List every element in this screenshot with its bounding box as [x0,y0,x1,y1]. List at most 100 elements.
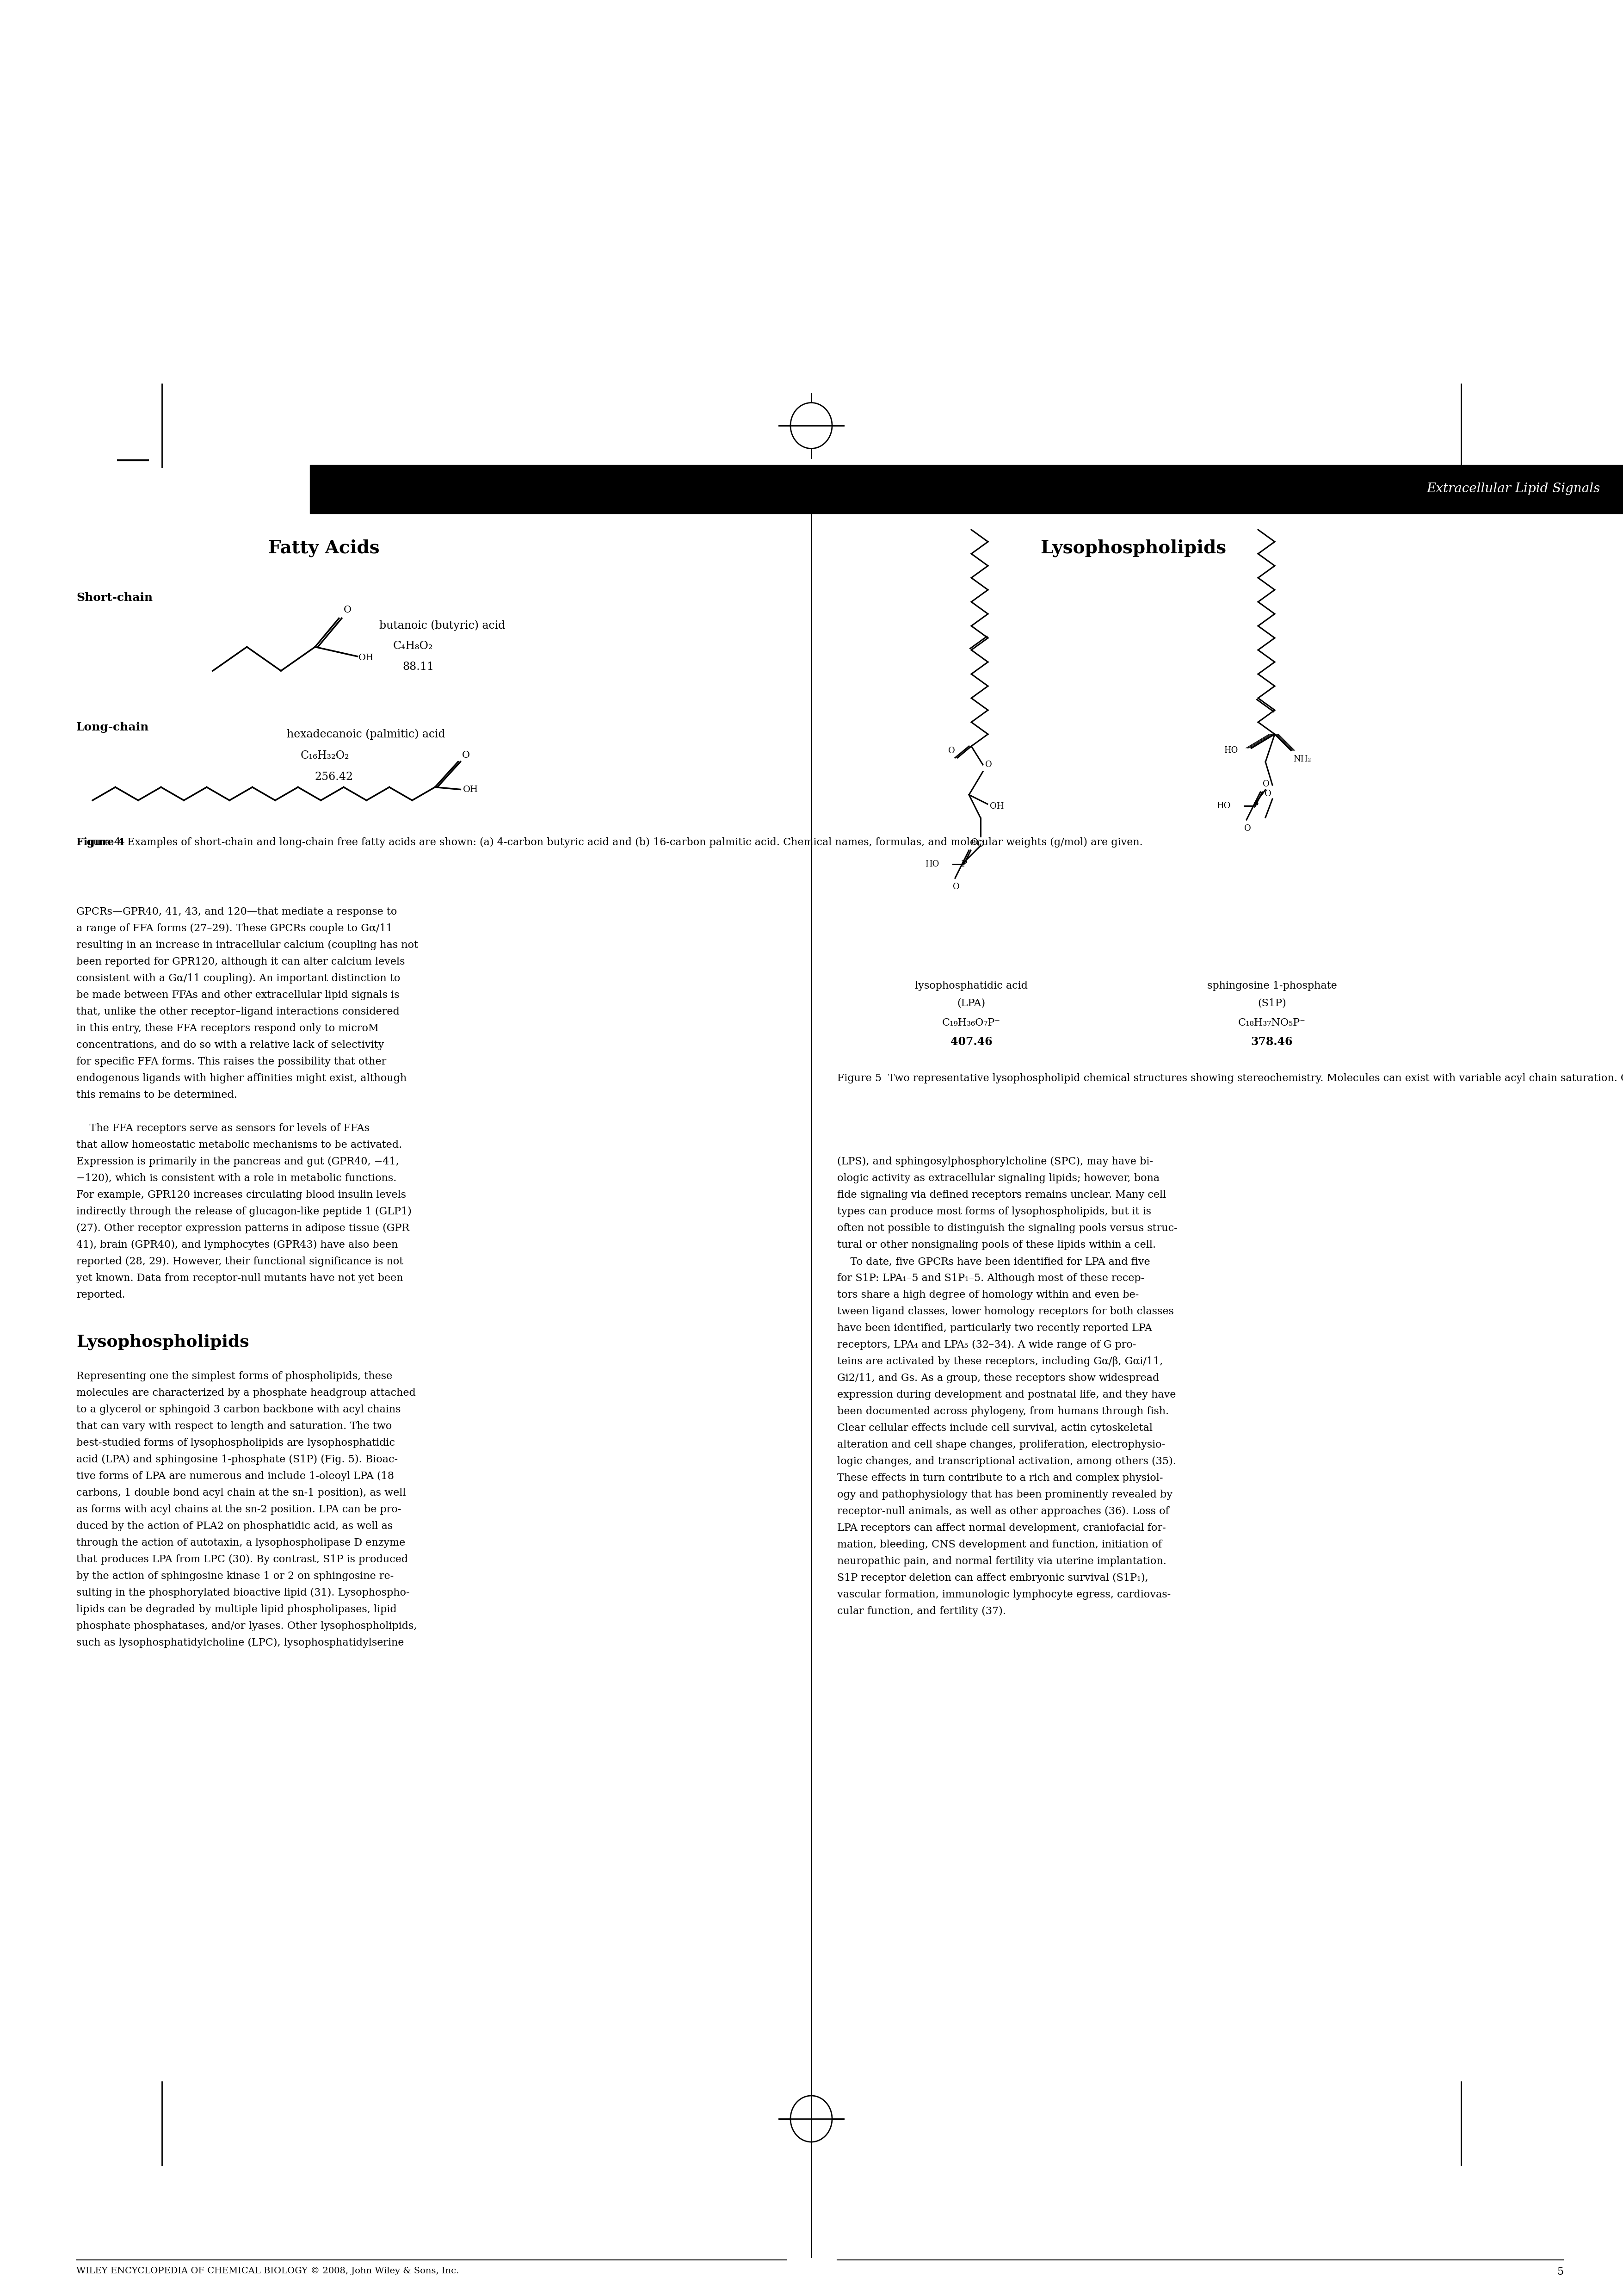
Text: (S1P): (S1P) [1258,999,1285,1008]
Text: HO: HO [1224,746,1238,755]
Text: mation, bleeding, CNS development and function, initiation of: mation, bleeding, CNS development and fu… [837,1541,1162,1550]
Text: lysophosphatidic acid: lysophosphatidic acid [915,980,1027,992]
Text: O: O [1264,790,1271,799]
Text: O: O [953,882,959,891]
Text: To date, five GPCRs have been identified for LPA and five: To date, five GPCRs have been identified… [837,1256,1151,1267]
Text: butanoic (butyric) acid: butanoic (butyric) acid [380,620,505,631]
Text: yet known. Data from receptor-null mutants have not yet been: yet known. Data from receptor-null mutan… [76,1274,403,1283]
Text: that, unlike the other receptor–ligand interactions considered: that, unlike the other receptor–ligand i… [76,1006,399,1017]
Text: Figure 5  Two representative lysophospholipid chemical structures showing stereo: Figure 5 Two representative lysophosphol… [837,1072,1623,1084]
Text: reported.: reported. [76,1290,125,1300]
Text: Gi2/11, and Gs. As a group, these receptors show widespread: Gi2/11, and Gs. As a group, these recept… [837,1373,1159,1382]
Text: 5: 5 [1556,2266,1563,2278]
Text: The FFA receptors serve as sensors for levels of FFAs: The FFA receptors serve as sensors for l… [76,1123,370,1134]
Text: P: P [1253,801,1259,810]
Text: often not possible to distinguish the signaling pools versus struc-: often not possible to distinguish the si… [837,1224,1177,1233]
Text: acid (LPA) and sphingosine 1-phosphate (S1P) (Fig. 5). Bioac-: acid (LPA) and sphingosine 1-phosphate (… [76,1453,398,1465]
Text: OH: OH [359,654,373,661]
Text: 256.42: 256.42 [315,771,352,783]
Text: neuropathic pain, and normal fertility via uterine implantation.: neuropathic pain, and normal fertility v… [837,1557,1167,1566]
Text: alteration and cell shape changes, proliferation, electrophysio-: alteration and cell shape changes, proli… [837,1440,1165,1449]
Text: tural or other nonsignaling pools of these lipids within a cell.: tural or other nonsignaling pools of the… [837,1240,1156,1249]
Bar [310,464,1623,514]
Text: Lysophospholipids: Lysophospholipids [76,1334,248,1350]
Text: These effects in turn contribute to a rich and complex physiol-: These effects in turn contribute to a ri… [837,1474,1164,1483]
Text: duced by the action of PLA2 on phosphatidic acid, as well as: duced by the action of PLA2 on phosphati… [76,1522,393,1531]
Text: a range of FFA forms (27–29). These GPCRs couple to Gα/11: a range of FFA forms (27–29). These GPCR… [76,923,393,934]
Text: O: O [344,606,352,615]
Text: Figure 4: Figure 4 [76,838,125,847]
Text: 41), brain (GPR40), and lymphocytes (GPR43) have also been: 41), brain (GPR40), and lymphocytes (GPR… [76,1240,398,1249]
Text: NH₂: NH₂ [1294,755,1311,762]
Text: that allow homeostatic metabolic mechanisms to be activated.: that allow homeostatic metabolic mechani… [76,1139,403,1150]
Text: WILEY ENCYCLOPEDIA OF CHEMICAL BIOLOGY © 2008, John Wiley & Sons, Inc.: WILEY ENCYCLOPEDIA OF CHEMICAL BIOLOGY ©… [76,2266,459,2275]
Text: Expression is primarily in the pancreas and gut (GPR40, −41,: Expression is primarily in the pancreas … [76,1157,399,1166]
Text: Clear cellular effects include cell survival, actin cytoskeletal: Clear cellular effects include cell surv… [837,1424,1152,1433]
Text: for S1P: LPA₁–5 and S1P₁–5. Although most of these recep-: for S1P: LPA₁–5 and S1P₁–5. Although mos… [837,1274,1144,1283]
Text: tive forms of LPA are numerous and include 1-oleoyl LPA (18: tive forms of LPA are numerous and inclu… [76,1472,394,1481]
Text: phosphate phosphatases, and/or lyases. Other lysophospholipids,: phosphate phosphatases, and/or lyases. O… [76,1621,417,1630]
Text: 88.11: 88.11 [403,661,433,673]
Text: 407.46: 407.46 [951,1035,992,1047]
Text: that can vary with respect to length and saturation. The two: that can vary with respect to length and… [76,1421,391,1430]
Text: logic changes, and transcriptional activation, among others (35).: logic changes, and transcriptional activ… [837,1456,1177,1467]
Text: O: O [463,751,469,760]
Text: Representing one the simplest forms of phospholipids, these: Representing one the simplest forms of p… [76,1371,393,1382]
Text: such as lysophosphatidylcholine (LPC), lysophosphatidylserine: such as lysophosphatidylcholine (LPC), l… [76,1637,404,1649]
Ellipse shape [790,2096,833,2142]
Text: reported (28, 29). However, their functional significance is not: reported (28, 29). However, their functi… [76,1256,404,1267]
Text: OH: OH [463,785,479,794]
Text: to a glycerol or sphingoid 3 carbon backbone with acyl chains: to a glycerol or sphingoid 3 carbon back… [76,1405,401,1414]
Ellipse shape [790,402,833,448]
Text: C₄H₈O₂: C₄H₈O₂ [393,641,433,652]
Text: ogy and pathophysiology that has been prominently revealed by: ogy and pathophysiology that has been pr… [837,1490,1172,1499]
Text: HO: HO [925,861,940,868]
Text: resulting in an increase in intracellular calcium (coupling has not: resulting in an increase in intracellula… [76,939,419,951]
Text: O: O [948,746,954,755]
Text: O: O [985,760,992,769]
Text: as forms with acyl chains at the sn-2 position. LPA can be pro-: as forms with acyl chains at the sn-2 po… [76,1504,401,1515]
Text: teins are activated by these receptors, including Gα/β, Gαi/11,: teins are activated by these receptors, … [837,1357,1164,1366]
Text: hexadecanoic (palmitic) acid: hexadecanoic (palmitic) acid [287,728,445,739]
Text: in this entry, these FFA receptors respond only to microM: in this entry, these FFA receptors respo… [76,1024,378,1033]
Text: by the action of sphingosine kinase 1 or 2 on sphingosine re-: by the action of sphingosine kinase 1 or… [76,1570,394,1582]
Text: molecules are characterized by a phosphate headgroup attached: molecules are characterized by a phospha… [76,1387,415,1398]
Text: Long-chain: Long-chain [76,721,149,732]
Text: O: O [971,838,979,847]
Text: types can produce most forms of lysophospholipids, but it is: types can produce most forms of lysophos… [837,1205,1151,1217]
Text: Extracellular Lipid Signals: Extracellular Lipid Signals [1427,482,1600,496]
Text: been reported for GPR120, although it can alter calcium levels: been reported for GPR120, although it ca… [76,957,406,967]
Text: For example, GPR120 increases circulating blood insulin levels: For example, GPR120 increases circulatin… [76,1189,406,1201]
Text: lipids can be degraded by multiple lipid phospholipases, lipid: lipids can be degraded by multiple lipid… [76,1605,396,1614]
Text: through the action of autotaxin, a lysophospholipase D enzyme: through the action of autotaxin, a lysop… [76,1538,406,1548]
Text: consistent with a Gα/11 coupling). An important distinction to: consistent with a Gα/11 coupling). An im… [76,974,401,983]
Text: Lysophospholipids: Lysophospholipids [1040,540,1227,556]
Text: C₁₉H₃₆O₇P⁻: C₁₉H₃₆O₇P⁻ [941,1017,1000,1029]
Text: (27). Other receptor expression patterns in adipose tissue (GPR: (27). Other receptor expression patterns… [76,1224,409,1233]
Text: receptor-null animals, as well as other approaches (36). Loss of: receptor-null animals, as well as other … [837,1506,1169,1518]
Text: carbons, 1 double bond acyl chain at the sn-1 position), as well: carbons, 1 double bond acyl chain at the… [76,1488,406,1497]
Text: receptors, LPA₄ and LPA₅ (32–34). A wide range of G pro-: receptors, LPA₄ and LPA₅ (32–34). A wide… [837,1341,1136,1350]
Text: P: P [961,861,967,868]
Text: concentrations, and do so with a relative lack of selectivity: concentrations, and do so with a relativ… [76,1040,385,1049]
Text: O: O [977,840,984,850]
Text: S1P receptor deletion can affect embryonic survival (S1P₁),: S1P receptor deletion can affect embryon… [837,1573,1149,1584]
Text: (LPS), and sphingosylphosphorylcholine (SPC), may have bi-: (LPS), and sphingosylphosphorylcholine (… [837,1157,1152,1166]
Text: OH: OH [990,801,1005,810]
Text: Figure 4  Examples of short-chain and long-chain free fatty acids are shown: (a): Figure 4 Examples of short-chain and lon… [76,838,1143,847]
Text: been documented across phylogeny, from humans through fish.: been documented across phylogeny, from h… [837,1407,1169,1417]
Text: sphingosine 1-phosphate: sphingosine 1-phosphate [1208,980,1337,992]
Text: tween ligand classes, lower homology receptors for both classes: tween ligand classes, lower homology rec… [837,1306,1173,1316]
Text: 378.46: 378.46 [1251,1035,1294,1047]
Text: tors share a high degree of homology within and even be-: tors share a high degree of homology wit… [837,1290,1139,1300]
Text: O: O [1263,781,1269,788]
Text: indirectly through the release of glucagon-like peptide 1 (GLP1): indirectly through the release of glucag… [76,1205,412,1217]
Text: sulting in the phosphorylated bioactive lipid (31). Lysophospho-: sulting in the phosphorylated bioactive … [76,1589,409,1598]
Text: O: O [1245,824,1251,833]
Text: for specific FFA forms. This raises the possibility that other: for specific FFA forms. This raises the … [76,1056,386,1068]
Text: this remains to be determined.: this remains to be determined. [76,1091,237,1100]
Text: C₁₈H₃₇NO₅P⁻: C₁₈H₃₇NO₅P⁻ [1238,1017,1305,1029]
Text: Short-chain: Short-chain [76,592,153,604]
Text: (LPA): (LPA) [958,999,985,1008]
Text: expression during development and postnatal life, and they have: expression during development and postna… [837,1389,1177,1401]
